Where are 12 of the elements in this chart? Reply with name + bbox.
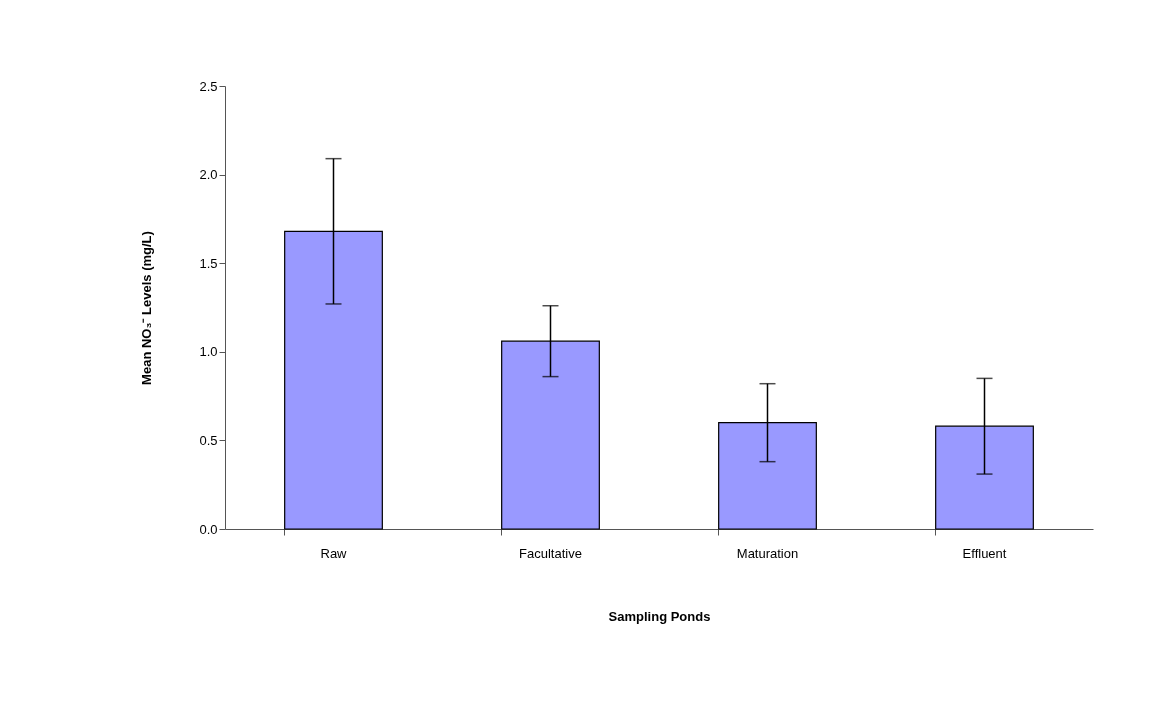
y-tick-label: 1.5 xyxy=(199,255,218,271)
y-tick-label: 0.5 xyxy=(199,432,218,448)
y-tick-label: 2.5 xyxy=(199,78,218,94)
y-axis-title: Mean NO₃⁻ Levels (mg/L) xyxy=(139,231,155,385)
x-tick-label: Effluent xyxy=(962,545,1007,561)
y-tick-label: 2.0 xyxy=(199,167,218,183)
y-tick-label: 0.0 xyxy=(199,521,218,537)
x-tick-label: Raw xyxy=(320,545,348,561)
x-tick-label: Facultative xyxy=(519,545,582,561)
x-axis-title: Sampling Ponds xyxy=(608,608,711,624)
y-tick-label: 1.0 xyxy=(199,344,218,360)
x-tick-label: Maturation xyxy=(736,545,799,561)
